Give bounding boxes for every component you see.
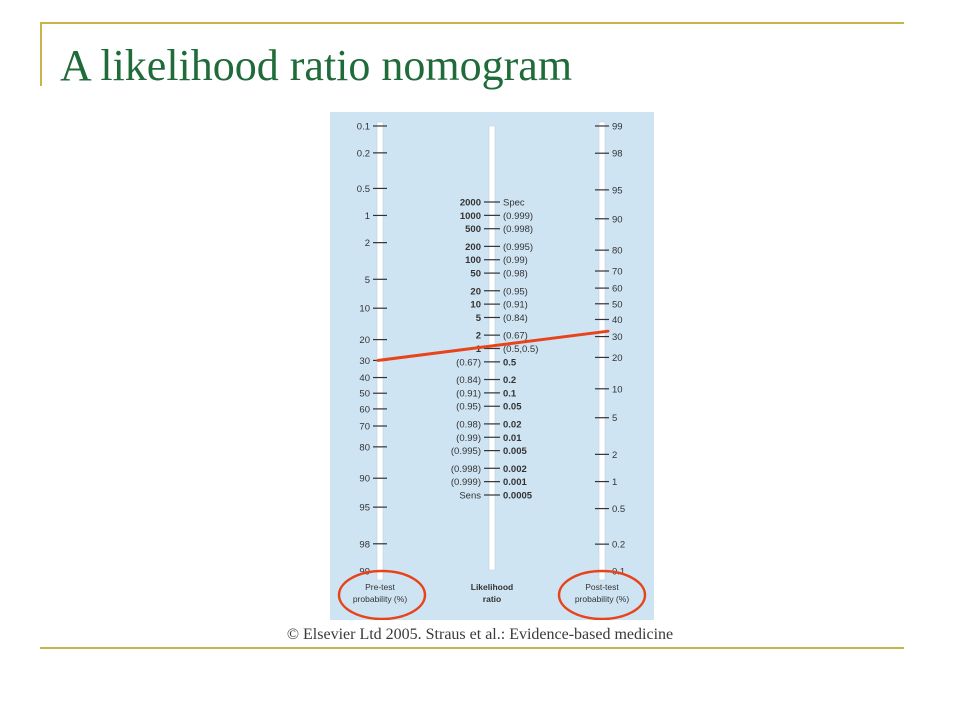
lr-tick-note: (0.995) [503,242,533,253]
lr-tick-note: (0.84) [503,313,528,324]
lr-tick-label: 0.01 [503,433,522,444]
lr-tick-label: 100 [465,255,481,266]
left-rule [40,22,42,86]
lr-tick-note: (0.91) [503,300,528,311]
pretest-highlight-circle [337,569,427,620]
lr-tick-label: 50 [470,269,481,280]
lr-tick-note: (0.98) [503,269,528,280]
lr-tick-label: 5 [476,313,482,324]
lr-tick-label: 0.5 [503,357,517,368]
lr-tick-note: (0.99) [456,433,481,444]
lr-tick-label: 0.0005 [503,491,533,502]
lr-tick-label: 20 [470,286,481,297]
posttest-tick-label: 60 [612,284,623,295]
lr-tick-label: 200 [465,242,481,253]
posttest-tick-label: 1 [612,477,617,488]
pretest-tick-label: 20 [359,335,370,346]
lr-tick-note: (0.995) [451,446,481,457]
lr-axis-label: Likelihood [471,582,514,592]
lr-tick-label: 1 [476,344,482,355]
lr-tick-label: 2 [476,331,481,342]
pretest-tick-label: 1 [365,211,370,222]
lr-tick-label: 10 [470,300,481,311]
posttest-tick-label: 99 [612,122,623,133]
pretest-tick-label: 0.5 [357,184,370,195]
lr-tick-label: 0.002 [503,464,527,475]
posttest-tick-label: 0.5 [612,504,625,515]
lr-tick-label: 0.02 [503,419,522,430]
posttest-tick-label: 0.2 [612,540,625,551]
pretest-tick-label: 95 [359,503,370,514]
lr-tick-note: Sens [459,491,481,502]
posttest-axis-label: probability (%) [575,594,629,604]
lr-tick-note: Spec [503,198,525,209]
posttest-tick-label: 10 [612,384,623,395]
lr-tick-note: (0.998) [451,464,481,475]
lr-tick-note: (0.99) [503,255,528,266]
posttest-axis-label: Post-test [585,582,619,592]
lr-tick-note: (0.999) [451,477,481,488]
lr-tick-label: 0.1 [503,388,517,399]
pretest-axis-bar [376,121,384,581]
lr-tick-note: (0.998) [503,224,533,235]
lr-axis-label: ratio [483,594,501,604]
pretest-tick-label: 10 [359,304,370,315]
pretest-tick-label: 40 [359,373,370,384]
pretest-tick-label: 70 [359,421,370,432]
lr-tick-label: 0.05 [503,402,522,413]
pretest-tick-label: 90 [359,474,370,485]
pretest-axis-label: probability (%) [353,594,407,604]
posttest-tick-label: 5 [612,413,617,424]
top-rule [40,22,904,24]
pretest-tick-label: 98 [359,539,370,550]
pretest-tick-label: 0.2 [357,148,370,159]
lr-tick-note: (0.5,0.5) [503,344,538,355]
pretest-tick-label: 0.1 [357,122,370,133]
lr-tick-label: 0.005 [503,446,527,457]
posttest-tick-label: 50 [612,299,623,310]
lr-tick-note: (0.67) [456,357,481,368]
nomogram-figure: 0.1 0.2 0.5 1 2 5 10 20 30 40 50 60 70 80 90 95 98 99 Pre-… [330,112,654,620]
posttest-highlight-circle [557,569,647,620]
posttest-tick-label: 40 [612,315,623,326]
lr-tick-note: (0.999) [503,211,533,222]
pretest-tick-label: 50 [359,389,370,400]
page-title: A likelihood ratio nomogram [60,41,573,90]
lr-tick-note: (0.67) [503,331,528,342]
posttest-tick-label: 90 [612,214,623,225]
posttest-tick-label: 2 [612,450,617,461]
lr-tick-label: 0.2 [503,375,516,386]
lr-tick-note: (0.95) [456,402,481,413]
pretest-tick-label: 2 [365,238,370,249]
lr-tick-label: 2000 [460,198,481,209]
example-red-line [376,329,610,362]
posttest-tick-label: 80 [612,246,623,257]
pretest-tick-label: 30 [359,356,370,367]
pretest-tick-label: 80 [359,442,370,453]
lr-tick-label: 0.001 [503,477,527,488]
lr-tick-label: 500 [465,224,481,235]
posttest-tick-label: 30 [612,332,623,343]
lr-tick-note: (0.98) [456,419,481,430]
pretest-tick-label: 60 [359,404,370,415]
posttest-axis-bar [598,121,606,581]
posttest-tick-label: 20 [612,353,623,364]
lr-tick-label: 1000 [460,211,481,222]
figure-credit: © Elsevier Ltd 2005. Straus et al.: Evid… [286,626,674,643]
lr-tick-note: (0.84) [456,375,481,386]
posttest-tick-label: 98 [612,149,623,160]
pretest-axis-label: Pre-test [365,582,395,592]
pretest-tick-label: 5 [365,275,370,286]
posttest-tick-label: 70 [612,267,623,278]
posttest-tick-label: 95 [612,185,623,196]
lr-tick-note: (0.95) [503,286,528,297]
nomogram-svg: 0.1 0.2 0.5 1 2 5 10 20 30 40 50 60 70 80 90 95 98 99 Pre-… [337,121,647,620]
bottom-rule [40,647,904,649]
lr-tick-note: (0.91) [456,388,481,399]
